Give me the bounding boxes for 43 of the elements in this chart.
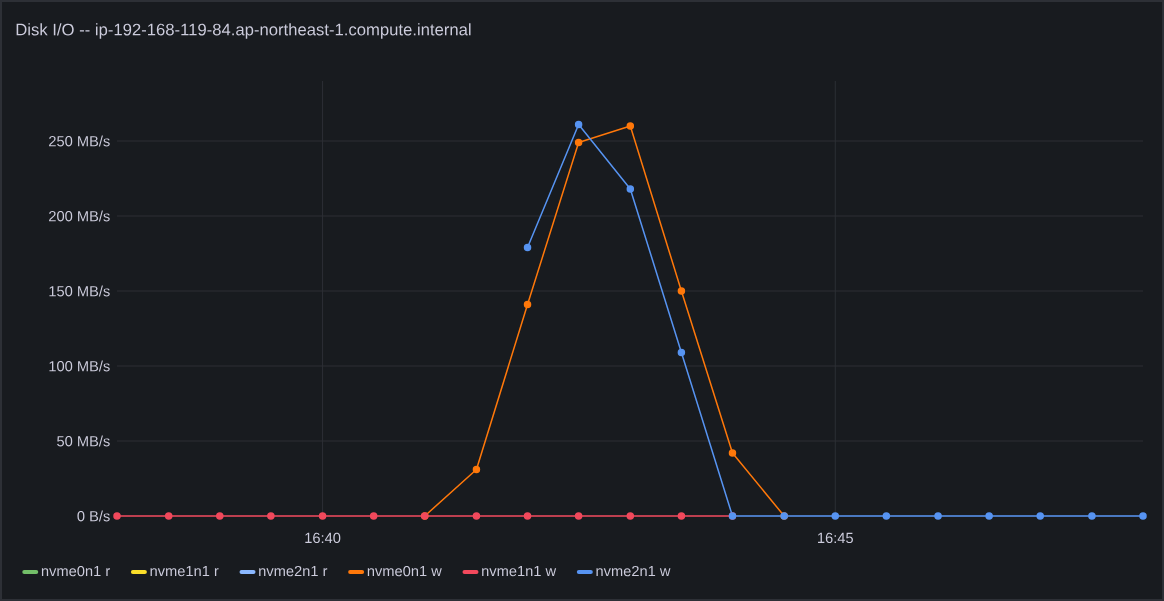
x-tick-label: 16:40	[305, 532, 341, 544]
point	[1036, 512, 1044, 520]
point	[472, 465, 481, 474]
point	[216, 512, 224, 520]
point	[677, 348, 686, 357]
point	[677, 512, 686, 520]
y-tick-label: 0 B/s	[77, 510, 110, 522]
legend-label: nvme1n1 w	[482, 565, 557, 577]
point	[626, 185, 635, 193]
point	[626, 512, 635, 520]
point	[369, 512, 378, 520]
x-tick-label: 16:45	[818, 532, 853, 544]
point	[728, 449, 737, 457]
legend-label: nvme1n1 r	[150, 565, 219, 577]
point	[574, 512, 583, 520]
point	[934, 512, 942, 520]
point	[267, 512, 275, 520]
legend-label: nvme2n1 w	[596, 565, 671, 577]
point	[1088, 512, 1096, 520]
point	[882, 512, 891, 520]
point	[574, 120, 583, 129]
point	[1139, 512, 1147, 520]
legend-label: nvme2n1 r	[259, 565, 328, 577]
point	[113, 512, 121, 520]
y-tick-label: 150 MB/s	[49, 285, 110, 297]
point	[985, 512, 993, 520]
point	[523, 243, 532, 252]
point	[318, 512, 327, 520]
y-tick-label: 250 MB/s	[49, 135, 110, 147]
chart-title: Disk I/O -- ip-192-168-119-84.ap-northeast-1.compute.internal	[16, 23, 471, 39]
point	[472, 512, 481, 520]
point	[677, 287, 686, 295]
point	[626, 122, 635, 130]
point	[523, 300, 532, 309]
point	[164, 512, 173, 520]
point	[831, 512, 840, 520]
y-tick-label: 100 MB/s	[49, 360, 110, 372]
point	[574, 138, 583, 147]
legend-label: nvme0n1 r	[41, 565, 110, 577]
point	[523, 512, 532, 520]
y-tick-label: 200 MB/s	[49, 210, 110, 222]
legend-label: nvme0n1 w	[367, 565, 442, 577]
y-tick-label: 50 MB/s	[57, 435, 110, 447]
